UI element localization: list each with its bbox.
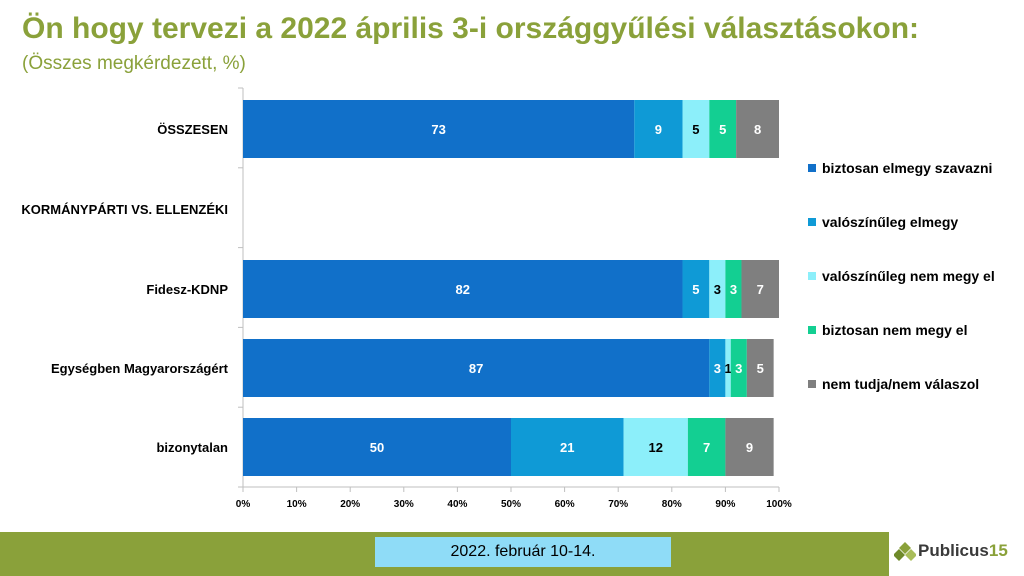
bar-segment bbox=[725, 339, 731, 397]
x-tick-label: 70% bbox=[608, 499, 628, 510]
logo-text: Publicus15 bbox=[918, 541, 1008, 560]
legend-label: valószínűleg nem megy el bbox=[822, 268, 995, 284]
x-tick-label: 30% bbox=[394, 499, 414, 510]
data-label: 50 bbox=[370, 440, 384, 455]
legend-swatch bbox=[808, 326, 816, 334]
bar-segment bbox=[682, 260, 710, 318]
x-tick-label: 80% bbox=[662, 499, 682, 510]
x-tick-label: 60% bbox=[555, 499, 575, 510]
data-label: 3 bbox=[714, 282, 721, 297]
data-label: 5 bbox=[692, 122, 699, 137]
bar-segment bbox=[730, 339, 747, 397]
data-label: 7 bbox=[703, 440, 710, 455]
bar-segment bbox=[634, 100, 683, 158]
bar-segment bbox=[736, 100, 779, 158]
legend-swatch bbox=[808, 272, 816, 280]
data-label: 8 bbox=[754, 122, 761, 137]
bar-segment bbox=[687, 418, 726, 476]
bar-segment bbox=[511, 418, 624, 476]
legend-label: nem tudja/nem válaszol bbox=[822, 376, 980, 392]
logo-diamond-icon bbox=[894, 542, 916, 561]
x-tick-label: 90% bbox=[715, 499, 735, 510]
data-label: 5 bbox=[719, 122, 726, 137]
stacked-bar-chart: 0% 10% 20% 30% 40% 50% 60% 70% 80% 90% 100% ÖSSZESE… bbox=[21, 87, 792, 510]
bar-segment bbox=[709, 260, 726, 318]
legend-label: valószínűleg elmegy bbox=[822, 214, 959, 230]
bar-segment bbox=[725, 418, 774, 476]
x-tick-label: 40% bbox=[447, 499, 467, 510]
x-tick-label: 10% bbox=[287, 499, 307, 510]
data-label: 9 bbox=[746, 440, 753, 455]
x-tick-label: 100% bbox=[766, 499, 792, 510]
legend-swatch bbox=[808, 380, 816, 388]
bar-segment bbox=[243, 339, 710, 397]
chart-title: Ön hogy tervezi a 2022 április 3-i orszá… bbox=[22, 12, 920, 45]
data-label: 82 bbox=[456, 282, 470, 297]
bar-segment bbox=[709, 339, 726, 397]
data-label: 5 bbox=[692, 282, 699, 297]
bar-segment bbox=[746, 339, 774, 397]
data-label: 1 bbox=[724, 361, 731, 376]
x-tick-label: 0% bbox=[236, 499, 251, 510]
data-label: 21 bbox=[560, 440, 574, 455]
category-label: ÖSSZESEN bbox=[157, 122, 228, 137]
legend-swatch bbox=[808, 218, 816, 226]
bar-segment bbox=[725, 260, 742, 318]
bar-segment bbox=[243, 100, 635, 158]
legend-label: biztosan elmegy szavazni bbox=[822, 160, 993, 176]
category-label: Egységben Magyarországért bbox=[51, 361, 229, 376]
data-label: 3 bbox=[730, 282, 737, 297]
bar-segment bbox=[243, 418, 511, 476]
data-label: 3 bbox=[735, 361, 742, 376]
category-label: bizonytalan bbox=[156, 440, 228, 455]
data-label: 87 bbox=[469, 361, 483, 376]
category-label: Fidesz-KDNP bbox=[146, 282, 228, 297]
x-tick-label: 20% bbox=[340, 499, 360, 510]
bar-segment bbox=[243, 260, 683, 318]
bar-segment bbox=[741, 260, 779, 318]
category-label: KORMÁNYPÁRTI VS. ELLENZÉKI bbox=[21, 202, 228, 217]
data-label: 5 bbox=[757, 361, 764, 376]
chart-subtitle: (Összes megkérdezett, %) bbox=[22, 53, 246, 74]
data-label: 7 bbox=[757, 282, 764, 297]
data-label: 12 bbox=[648, 440, 662, 455]
bar-segment bbox=[709, 100, 737, 158]
legend-swatch bbox=[808, 164, 816, 172]
data-label: 3 bbox=[714, 361, 721, 376]
survey-date: 2022. február 10-14. bbox=[375, 537, 671, 567]
bar-segment bbox=[682, 100, 710, 158]
bar-segment bbox=[623, 418, 688, 476]
x-tick-label: 50% bbox=[501, 499, 521, 510]
legend-label: biztosan nem megy el bbox=[822, 322, 968, 338]
data-label: 9 bbox=[655, 122, 662, 137]
publicus-logo: Publicus15 bbox=[894, 538, 1019, 570]
data-label: 73 bbox=[431, 122, 445, 137]
